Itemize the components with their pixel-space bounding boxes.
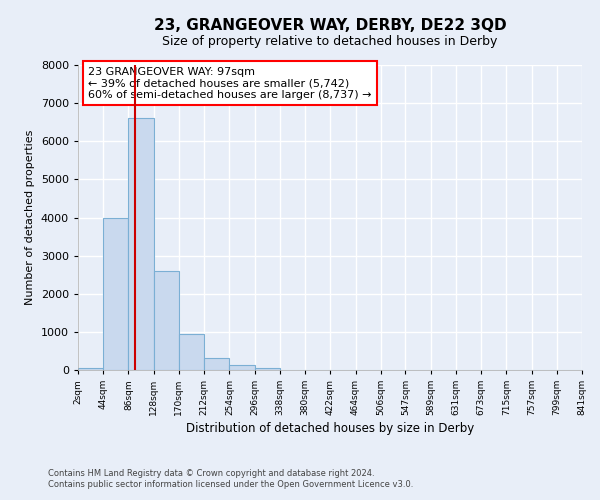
Text: 23 GRANGEOVER WAY: 97sqm
← 39% of detached houses are smaller (5,742)
60% of sem: 23 GRANGEOVER WAY: 97sqm ← 39% of detach… bbox=[88, 66, 371, 100]
Y-axis label: Number of detached properties: Number of detached properties bbox=[25, 130, 35, 305]
Bar bbox=[103, 218, 128, 370]
Bar bbox=[128, 118, 154, 370]
Text: Size of property relative to detached houses in Derby: Size of property relative to detached ho… bbox=[163, 35, 497, 48]
Bar bbox=[179, 334, 204, 370]
X-axis label: Distribution of detached houses by size in Derby: Distribution of detached houses by size … bbox=[186, 422, 474, 436]
Text: Contains HM Land Registry data © Crown copyright and database right 2024.: Contains HM Land Registry data © Crown c… bbox=[48, 468, 374, 477]
Bar bbox=[204, 358, 229, 370]
Text: 23, GRANGEOVER WAY, DERBY, DE22 3QD: 23, GRANGEOVER WAY, DERBY, DE22 3QD bbox=[154, 18, 506, 32]
Bar bbox=[254, 368, 280, 370]
Bar bbox=[154, 271, 179, 370]
Text: Contains public sector information licensed under the Open Government Licence v3: Contains public sector information licen… bbox=[48, 480, 413, 489]
Bar bbox=[229, 365, 254, 370]
Bar bbox=[78, 368, 103, 370]
